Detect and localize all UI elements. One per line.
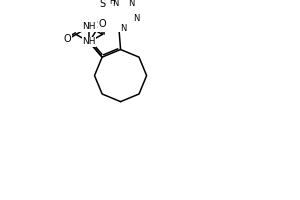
Text: S: S — [97, 20, 103, 30]
Text: N: N — [120, 24, 127, 33]
Text: N: N — [133, 14, 140, 23]
Text: H: H — [109, 0, 115, 6]
Text: O: O — [64, 34, 71, 44]
Text: NH: NH — [82, 37, 96, 46]
Text: O: O — [98, 19, 106, 29]
Text: S: S — [99, 0, 105, 9]
Text: N: N — [112, 0, 118, 8]
Text: NH: NH — [82, 22, 96, 31]
Text: N: N — [128, 0, 135, 8]
